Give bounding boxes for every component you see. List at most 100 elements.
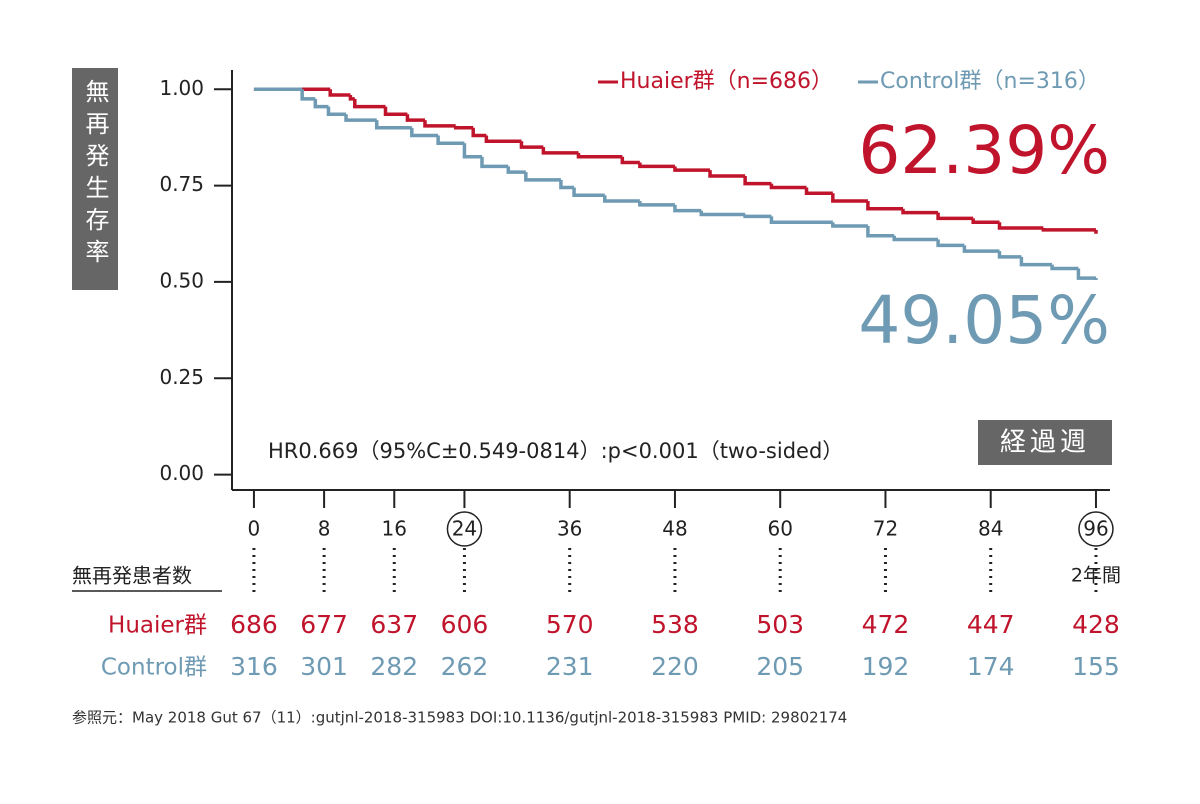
source: 参照元：May 2018 Gut 67（11）:gutjnl-2018-3159… — [72, 709, 847, 727]
risk-count: 677 — [300, 610, 348, 639]
step-segment — [962, 245, 1000, 253]
risk-count: 503 — [756, 610, 804, 639]
step-segment — [831, 222, 868, 228]
step-segment — [480, 156, 509, 169]
risk-count: 205 — [756, 652, 804, 681]
x-tick-label: 72 — [873, 517, 898, 541]
risk-count: 155 — [1072, 652, 1120, 681]
y-tick-label: 0.25 — [159, 365, 204, 389]
step-segment — [804, 187, 833, 196]
step-segment — [866, 201, 903, 211]
step-segment — [1076, 268, 1096, 280]
risk-count: 301 — [300, 652, 348, 681]
step-segment — [936, 212, 974, 221]
risk-count: 447 — [967, 610, 1015, 639]
step-segment — [328, 89, 351, 97]
y-axis-label: 無再発生存率 — [81, 79, 109, 271]
y-tick-label: 1.00 — [159, 76, 204, 100]
step-segment — [423, 120, 456, 128]
step-segment — [436, 135, 465, 145]
risk-count: 262 — [441, 652, 489, 681]
step-segment — [866, 226, 895, 238]
x-tick-label: 16 — [382, 517, 407, 541]
step-segment — [620, 156, 640, 165]
step-segment — [769, 183, 807, 190]
step-segment — [831, 193, 868, 203]
step-segment — [524, 172, 561, 182]
x-axis-label: 経過週 — [1000, 428, 1090, 458]
step-segment — [892, 235, 939, 242]
step-segment — [453, 125, 474, 130]
x-tick-label: 36 — [557, 517, 582, 541]
risk-count: 174 — [967, 652, 1015, 681]
x-label-box — [978, 420, 1112, 465]
risk-count: 428 — [1072, 610, 1120, 639]
risk-count: 282 — [370, 652, 418, 681]
risk-count: 192 — [862, 652, 910, 681]
risk-count: 570 — [546, 610, 594, 639]
step-segment — [1050, 264, 1079, 271]
risk-table-title: 無再発患者数 — [72, 564, 192, 588]
step-segment — [743, 175, 772, 186]
step-segment — [576, 152, 623, 159]
risk-count: 606 — [441, 610, 489, 639]
x-tick-label: 48 — [662, 517, 687, 541]
legend-label: Control群（n=316） — [880, 69, 1100, 94]
step-segment — [410, 127, 439, 138]
step-segment — [936, 239, 965, 248]
step-segment — [603, 195, 640, 203]
tick-circle — [446, 511, 483, 547]
step-segment — [348, 95, 355, 101]
step-segment — [572, 187, 605, 197]
x-tick-label: 60 — [767, 517, 792, 541]
step-segment — [383, 106, 408, 117]
x-tick-label: 96 — [1083, 517, 1108, 541]
step-segment — [769, 216, 833, 224]
step-segment — [743, 214, 772, 219]
step-segment — [638, 201, 675, 207]
x-tick-label: 84 — [978, 517, 1003, 541]
step-segment — [673, 204, 702, 213]
risk-count: 538 — [651, 610, 699, 639]
step-segment — [344, 114, 377, 122]
risk-count: 316 — [230, 652, 278, 681]
risk-count: 220 — [651, 652, 699, 681]
step-segment — [673, 166, 711, 172]
tick-circle — [1078, 511, 1114, 547]
x-tick-label: 8 — [318, 517, 331, 541]
y-tick-label: 0.00 — [159, 461, 204, 485]
end-value-label: 49.05% — [858, 282, 1110, 359]
risk-row-label: Control群 — [101, 655, 207, 681]
step-segment — [519, 141, 544, 149]
risk-count: 686 — [230, 610, 278, 639]
step-segment — [353, 98, 386, 109]
step-segment — [559, 179, 575, 190]
annotation: HR0.669（95%C±0.549-0814）:p<0.001（two-sid… — [268, 439, 843, 463]
y-label-box — [72, 68, 118, 290]
step-segment — [471, 127, 487, 138]
step-segment — [326, 106, 347, 117]
step-segment — [484, 135, 522, 144]
y-tick-label: 0.75 — [159, 172, 204, 196]
step-segment — [997, 251, 1022, 259]
risk-count: 231 — [546, 652, 594, 681]
step-segment — [708, 170, 746, 178]
risk-count: 637 — [370, 610, 418, 639]
legend-label: Huaier群（n=686） — [620, 69, 833, 94]
x-note: 2年間 — [1071, 565, 1121, 587]
step-segment — [462, 143, 482, 159]
step-segment — [1019, 256, 1053, 267]
risk-count: 472 — [862, 610, 910, 639]
x-tick-label: 24 — [452, 517, 477, 541]
step-segment — [699, 210, 746, 217]
step-segment — [971, 218, 1000, 224]
y-tick-label: 0.50 — [159, 268, 204, 292]
step-segment — [1041, 227, 1096, 232]
step-segment — [313, 98, 329, 109]
step-segment — [541, 147, 579, 155]
step-segment — [997, 222, 1044, 230]
step-segment — [300, 89, 316, 101]
step-segment — [405, 114, 425, 122]
